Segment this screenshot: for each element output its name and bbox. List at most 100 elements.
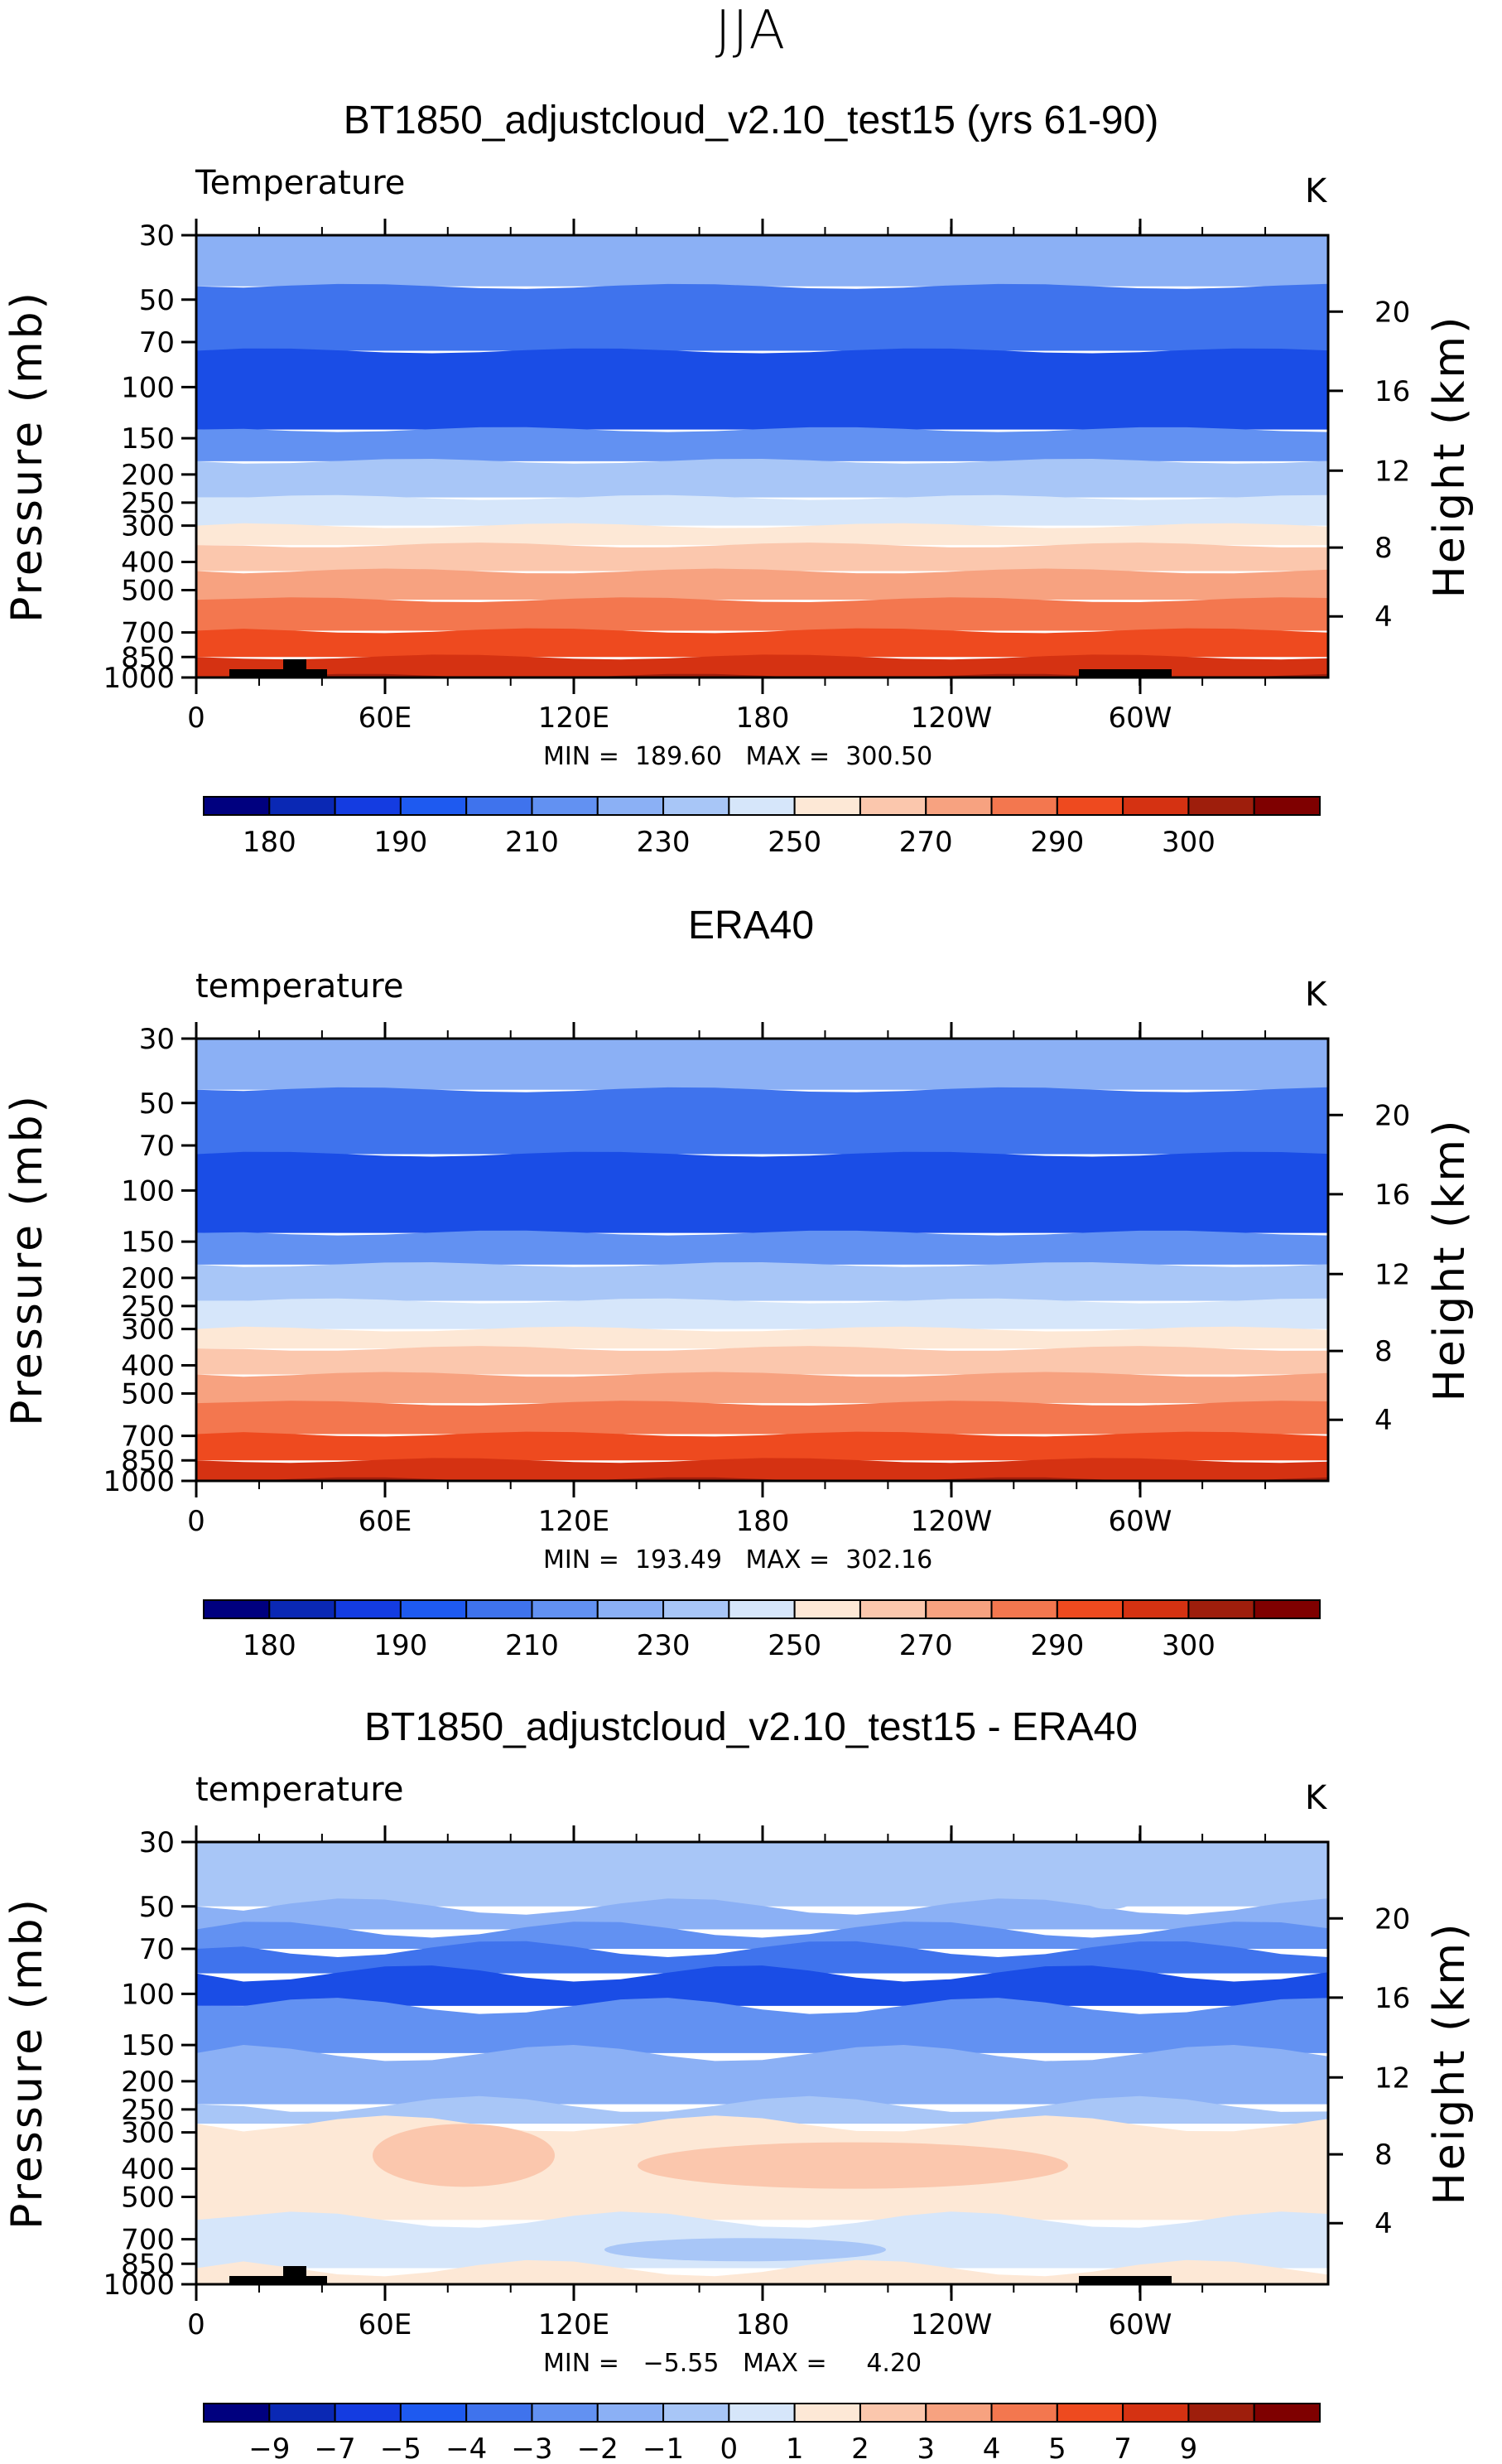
panel-1-contour-band [196, 283, 1328, 351]
panel-3-topography-mask [283, 2266, 306, 2278]
panel-1-y-right-tick-label: 16 [1374, 375, 1410, 408]
panel-1-colorbar-box [990, 796, 1058, 816]
panel-1-topography-mask [1079, 669, 1172, 677]
panel-3-variable: temperature [195, 1771, 404, 1809]
panel-2-x-tick-label: 60E [359, 1505, 412, 1538]
panel-2-colorbar-label: 290 [1030, 1629, 1084, 1662]
panel-2-colorbar-label: 270 [899, 1629, 953, 1662]
panel-3-y-right-axis-title: Height (km) [1425, 1922, 1475, 2206]
panel-1-colorbar-label: 210 [505, 826, 559, 859]
panel-1-y-right-tick-label: 12 [1374, 455, 1410, 488]
panel-1-y-tick-label: 250 [121, 487, 175, 520]
panel-1-colorbar-box [1056, 796, 1124, 816]
panel-1-colorbar-box [1253, 796, 1321, 816]
panel-2-y-tick-label: 500 [121, 1377, 175, 1410]
panel-2-colorbar-label: 210 [505, 1629, 559, 1662]
panel-3-x-tick-label: 180 [736, 2308, 790, 2341]
panel-1-y-tick-label: 300 [121, 510, 175, 543]
panel-2-units: K [1305, 976, 1327, 1014]
panel-3-contour-band [196, 1941, 1328, 1974]
panel-3-cool-anomaly [1072, 1859, 1147, 1910]
panel-2-contour-band [196, 1087, 1328, 1155]
panel-1-y-tick-label: 150 [121, 422, 175, 456]
panel-3-min-label: MIN [543, 2349, 591, 2378]
panel-2-y-tick-label: 100 [121, 1174, 175, 1208]
panel-1-max-label: MAX [745, 742, 802, 771]
panel-3-units: K [1305, 1779, 1327, 1817]
panel-1-colorbar-box [1122, 796, 1190, 816]
panel-3-colorbar-box [990, 2403, 1058, 2423]
panel-1-colorbar-box [925, 796, 993, 816]
panel-2-y-right-tick-label: 20 [1374, 1099, 1410, 1132]
panel-1-colorbar-label: 290 [1030, 826, 1084, 859]
panel-3-colorbar-label: 9 [1180, 2433, 1198, 2464]
panel-3-y-tick-label: 200 [121, 2066, 175, 2099]
panel-1-contour-band [196, 597, 1328, 631]
panel-3-colorbar-box [793, 2403, 861, 2423]
panel-2-variable: temperature [195, 967, 404, 1005]
panel-3-y-right-tick-label: 16 [1374, 1982, 1410, 2015]
panel-2-y-tick-label: 50 [139, 1087, 175, 1121]
panel-3-colorbar-box [596, 2403, 665, 2423]
panel-1-colorbar-box [1187, 796, 1255, 816]
panel-3-colorbar-box [268, 2403, 336, 2423]
panel-1-y-tick-label: 50 [139, 284, 175, 317]
panel-3-contour-band [196, 1965, 1328, 2006]
panel-1-colorbar-box [859, 796, 927, 816]
panel-2-y-tick-label: 300 [121, 1314, 175, 1347]
panel-1-y-tick-label: 200 [121, 459, 175, 492]
panel-2-y-right-tick-label: 4 [1374, 1404, 1393, 1437]
panel-3-colorbar-box [203, 2403, 271, 2423]
panel-3-colorbar-box [1122, 2403, 1190, 2423]
panel-2-contour-band [196, 1326, 1328, 1349]
panel-2-colorbar-box [399, 1599, 468, 1619]
panel-2-contour-band [196, 1151, 1328, 1233]
panel-2-colorbar-label: 300 [1162, 1629, 1216, 1662]
panel-2-y-tick-label: 700 [121, 1420, 175, 1454]
panel-1-title: BT1850_adjustcloud_v2.10_test15 (yrs 61-… [343, 99, 1159, 142]
panel-1-contour-band [196, 654, 1328, 677]
panel-2-contour-band [196, 1458, 1328, 1480]
panel-2-colorbar-label: 230 [637, 1629, 691, 1662]
panel-2-y-tick-label: 150 [121, 1226, 175, 1259]
panel-2-min-label: MIN [543, 1545, 591, 1574]
panel-2-y-tick-label: 30 [139, 1023, 175, 1056]
panel-1-y-axis-title: Pressure (mb) [2, 290, 52, 623]
panel-3-colorbar-label: 7 [1114, 2433, 1132, 2464]
panel-2-y-tick-label: 200 [121, 1262, 175, 1295]
panel-3-y-right-tick-label: 4 [1374, 2207, 1393, 2240]
panel-2-min: 193.49 [634, 1545, 722, 1574]
figure-title: JJA [715, 0, 787, 61]
panel-2-colorbar-box [925, 1599, 993, 1619]
panel-3-colorbar-box [662, 2403, 730, 2423]
panel-1-topography-mask [229, 669, 327, 677]
panel-1-colorbar-label: 250 [768, 826, 821, 859]
panel-3-y-tick-label: 70 [139, 1933, 175, 1966]
panel-2-colorbar-label: 250 [768, 1629, 821, 1662]
panel-3-y-tick-label: 100 [121, 1978, 175, 2011]
panel-3-colorbar-label: −1 [643, 2433, 684, 2464]
panel-2-colorbar-box [793, 1599, 861, 1619]
panel-2-colorbar-box [859, 1599, 927, 1619]
panel-3-y-tick-label: 1000 [103, 2269, 175, 2302]
panel-3-y-tick-label: 850 [121, 2248, 175, 2281]
panel-3-contour-band [196, 1998, 1328, 2053]
panel-2-y-tick-label: 70 [139, 1130, 175, 1163]
panel-3-colorbar-box [1056, 2403, 1124, 2423]
panel-1-y-tick-label: 400 [121, 546, 175, 579]
panel-2-colorbar-box [203, 1599, 271, 1619]
panel-1-contour-band [196, 494, 1328, 526]
panel-2-colorbar-box [1253, 1599, 1321, 1619]
panel-2-contour-band [196, 1431, 1328, 1461]
panel-2-max-label: MAX [745, 1545, 802, 1574]
panel-2-y-right-tick-label: 12 [1374, 1258, 1410, 1291]
panel-2-x-tick-label: 120W [911, 1505, 993, 1538]
panel-3-y-tick-label: 250 [121, 2094, 175, 2127]
panel-3-contour-band [196, 1842, 1328, 1907]
panel-2-colorbar-box [465, 1599, 533, 1619]
panel-1-contour-band [196, 523, 1328, 546]
panel-3-colorbar-box [925, 2403, 993, 2423]
panel-3-y-right-tick-label: 20 [1374, 1902, 1410, 1936]
panel-1-colorbar-label: 300 [1162, 826, 1216, 859]
